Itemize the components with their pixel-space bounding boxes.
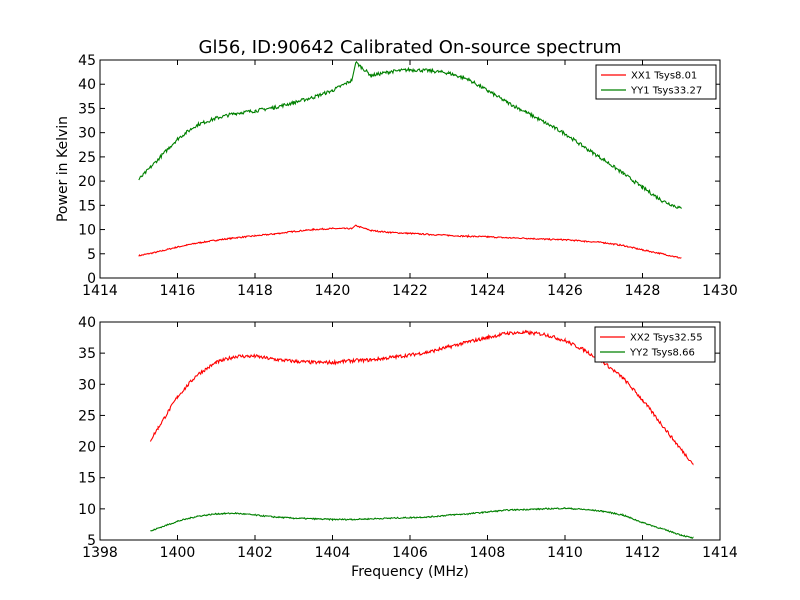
top-x-tick-label: 1428 [625, 283, 661, 299]
top-x-tick-label: 1422 [392, 283, 428, 299]
bottom-panel: 1398 1400 1402 1404 1406 1408 1410 1412 1414 5 10 1… [78, 315, 738, 561]
top-legend-entry-2: YY1 Tsys33.27 [630, 86, 702, 97]
bottom-x-tick-label: 1414 [702, 545, 738, 561]
bottom-y-tick-label: 40 [78, 315, 96, 331]
chart-title: Gl56, ID:90642 Calibrated On-source spec… [199, 37, 622, 58]
bottom-y-tick-label: 30 [78, 377, 96, 393]
bottom-x-tick-label: 1410 [547, 545, 583, 561]
bottom-y-tick-label: 5 [87, 533, 96, 549]
top-y-tick-label: 30 [78, 126, 96, 142]
top-x-tick-label: 1420 [315, 283, 351, 299]
top-x-tick-label: 1430 [702, 283, 738, 299]
top-y-tick-label: 45 [78, 53, 96, 69]
bottom-x-tick-label: 1412 [625, 545, 661, 561]
top-y-tick-label: 0 [87, 271, 96, 287]
top-y-tick-label: 25 [78, 150, 96, 166]
bottom-x-tick-label: 1404 [315, 545, 351, 561]
top-y-tick-label: 10 [78, 223, 96, 239]
top-legend-entry-1: XX1 Tsys8.01 [631, 71, 697, 82]
bottom-x-tick-label: 1406 [392, 545, 428, 561]
top-x-tick-label: 1426 [547, 283, 583, 299]
top-y-tick-label: 15 [78, 198, 96, 214]
bottom-y-tick-label: 15 [78, 471, 96, 487]
top-y-tick-label: 20 [78, 174, 96, 190]
bottom-x-tick-label: 1408 [470, 545, 506, 561]
bottom-y-tick-label: 20 [78, 440, 96, 456]
top-series-line-1 [138, 224, 682, 259]
top-y-tick-label: 35 [78, 101, 96, 117]
top-x-tick-label: 1418 [237, 283, 273, 299]
top-legend [595, 64, 717, 100]
bottom-legend-entry-2: YY2 Tsys8.66 [629, 348, 695, 359]
bottom-x-tick-label: 1402 [237, 545, 273, 561]
top-x-tick-label: 1414 [82, 283, 118, 299]
bottom-y-tick-label: 25 [78, 408, 96, 424]
top-x-tick-label: 1416 [160, 283, 196, 299]
bottom-y-tick-label: 10 [78, 502, 96, 518]
bottom-legend-entry-1: XX2 Tsys32.55 [630, 333, 703, 344]
top-panel: 1414 1416 1418 1420 1422 1424 1426 1428 1430 0 5 10… [78, 53, 738, 299]
top-y-tick-label: 40 [78, 77, 96, 93]
top-y-tick-label: 5 [87, 247, 96, 263]
bottom-x-tick-label: 1400 [160, 545, 196, 561]
bottom-y-tick-label: 35 [78, 346, 96, 362]
top-x-tick-label: 1424 [470, 283, 506, 299]
bottom-series-line-2 [150, 507, 694, 540]
bottom-x-tick-label: 1398 [82, 545, 118, 561]
top-y-axis-label: Power in Kelvin [55, 116, 71, 222]
bottom-legend [594, 326, 716, 363]
top-series-line-2 [138, 60, 682, 209]
bottom-x-axis-label: Frequency (MHz) [351, 564, 469, 580]
